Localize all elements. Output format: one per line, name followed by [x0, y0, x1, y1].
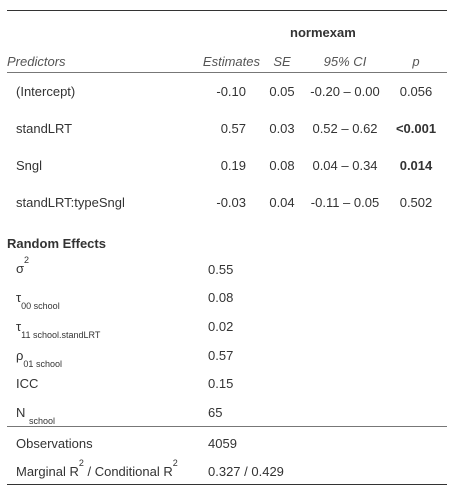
- observations-rule: [7, 426, 447, 427]
- bottom-rule: [7, 484, 447, 485]
- r2-value: 0.327 / 0.429: [208, 464, 284, 479]
- predictor-name: (Intercept): [16, 84, 76, 99]
- p-value: <0.001: [395, 121, 437, 136]
- ci-value: -0.11 – 0.05: [310, 195, 380, 210]
- tau00-value: 0.08: [208, 290, 234, 305]
- estimate-value: -0.03: [216, 195, 246, 210]
- p-value: 0.056: [399, 84, 433, 99]
- rho01-label: ρ01 school: [16, 348, 62, 369]
- ci-value: -0.20 – 0.00: [310, 84, 380, 99]
- sigma2-label: σ2: [16, 254, 30, 276]
- ci-value: 0.04 – 0.34: [312, 158, 378, 173]
- col-header-predictors: Predictors: [7, 54, 66, 69]
- icc-value: 0.15: [208, 376, 234, 391]
- observations-value: 4059: [208, 436, 237, 451]
- top-rule: [7, 10, 447, 11]
- estimate-value: 0.57: [220, 121, 246, 136]
- se-value: 0.04: [269, 195, 295, 210]
- dependent-variable-label: normexam: [290, 25, 356, 40]
- predictor-name: standLRT: [16, 121, 73, 136]
- se-value: 0.08: [269, 158, 295, 173]
- icc-label: ICC: [16, 376, 39, 391]
- col-header-ci: 95% CI: [323, 54, 367, 69]
- n-value: 65: [208, 405, 223, 420]
- tau00-label: τ00 school: [16, 290, 60, 311]
- col-header-p: p: [412, 54, 420, 69]
- col-header-estimates: Estimates: [202, 54, 260, 69]
- r2-label: Marginal R2 / Conditional R2: [16, 457, 178, 479]
- p-value: 0.502: [399, 195, 433, 210]
- p-value: 0.014: [399, 158, 433, 173]
- observations-label: Observations: [16, 436, 93, 451]
- se-value: 0.03: [269, 121, 295, 136]
- se-value: 0.05: [269, 84, 295, 99]
- estimate-value: 0.19: [220, 158, 246, 173]
- header-rule: [7, 72, 447, 73]
- tau11-value: 0.02: [208, 319, 234, 334]
- col-header-se: SE: [273, 54, 291, 69]
- predictor-name: Sngl: [16, 158, 43, 173]
- ci-value: 0.52 – 0.62: [312, 121, 378, 136]
- rho01-value: 0.57: [208, 348, 234, 363]
- tau11-label: τ11 school.standLRT: [16, 319, 101, 340]
- sigma2-value: 0.55: [208, 262, 234, 277]
- n-label: N school: [16, 405, 56, 426]
- predictor-name: standLRT:typeSngl: [16, 195, 125, 210]
- estimate-value: -0.10: [216, 84, 246, 99]
- random-effects-title: Random Effects: [7, 236, 106, 251]
